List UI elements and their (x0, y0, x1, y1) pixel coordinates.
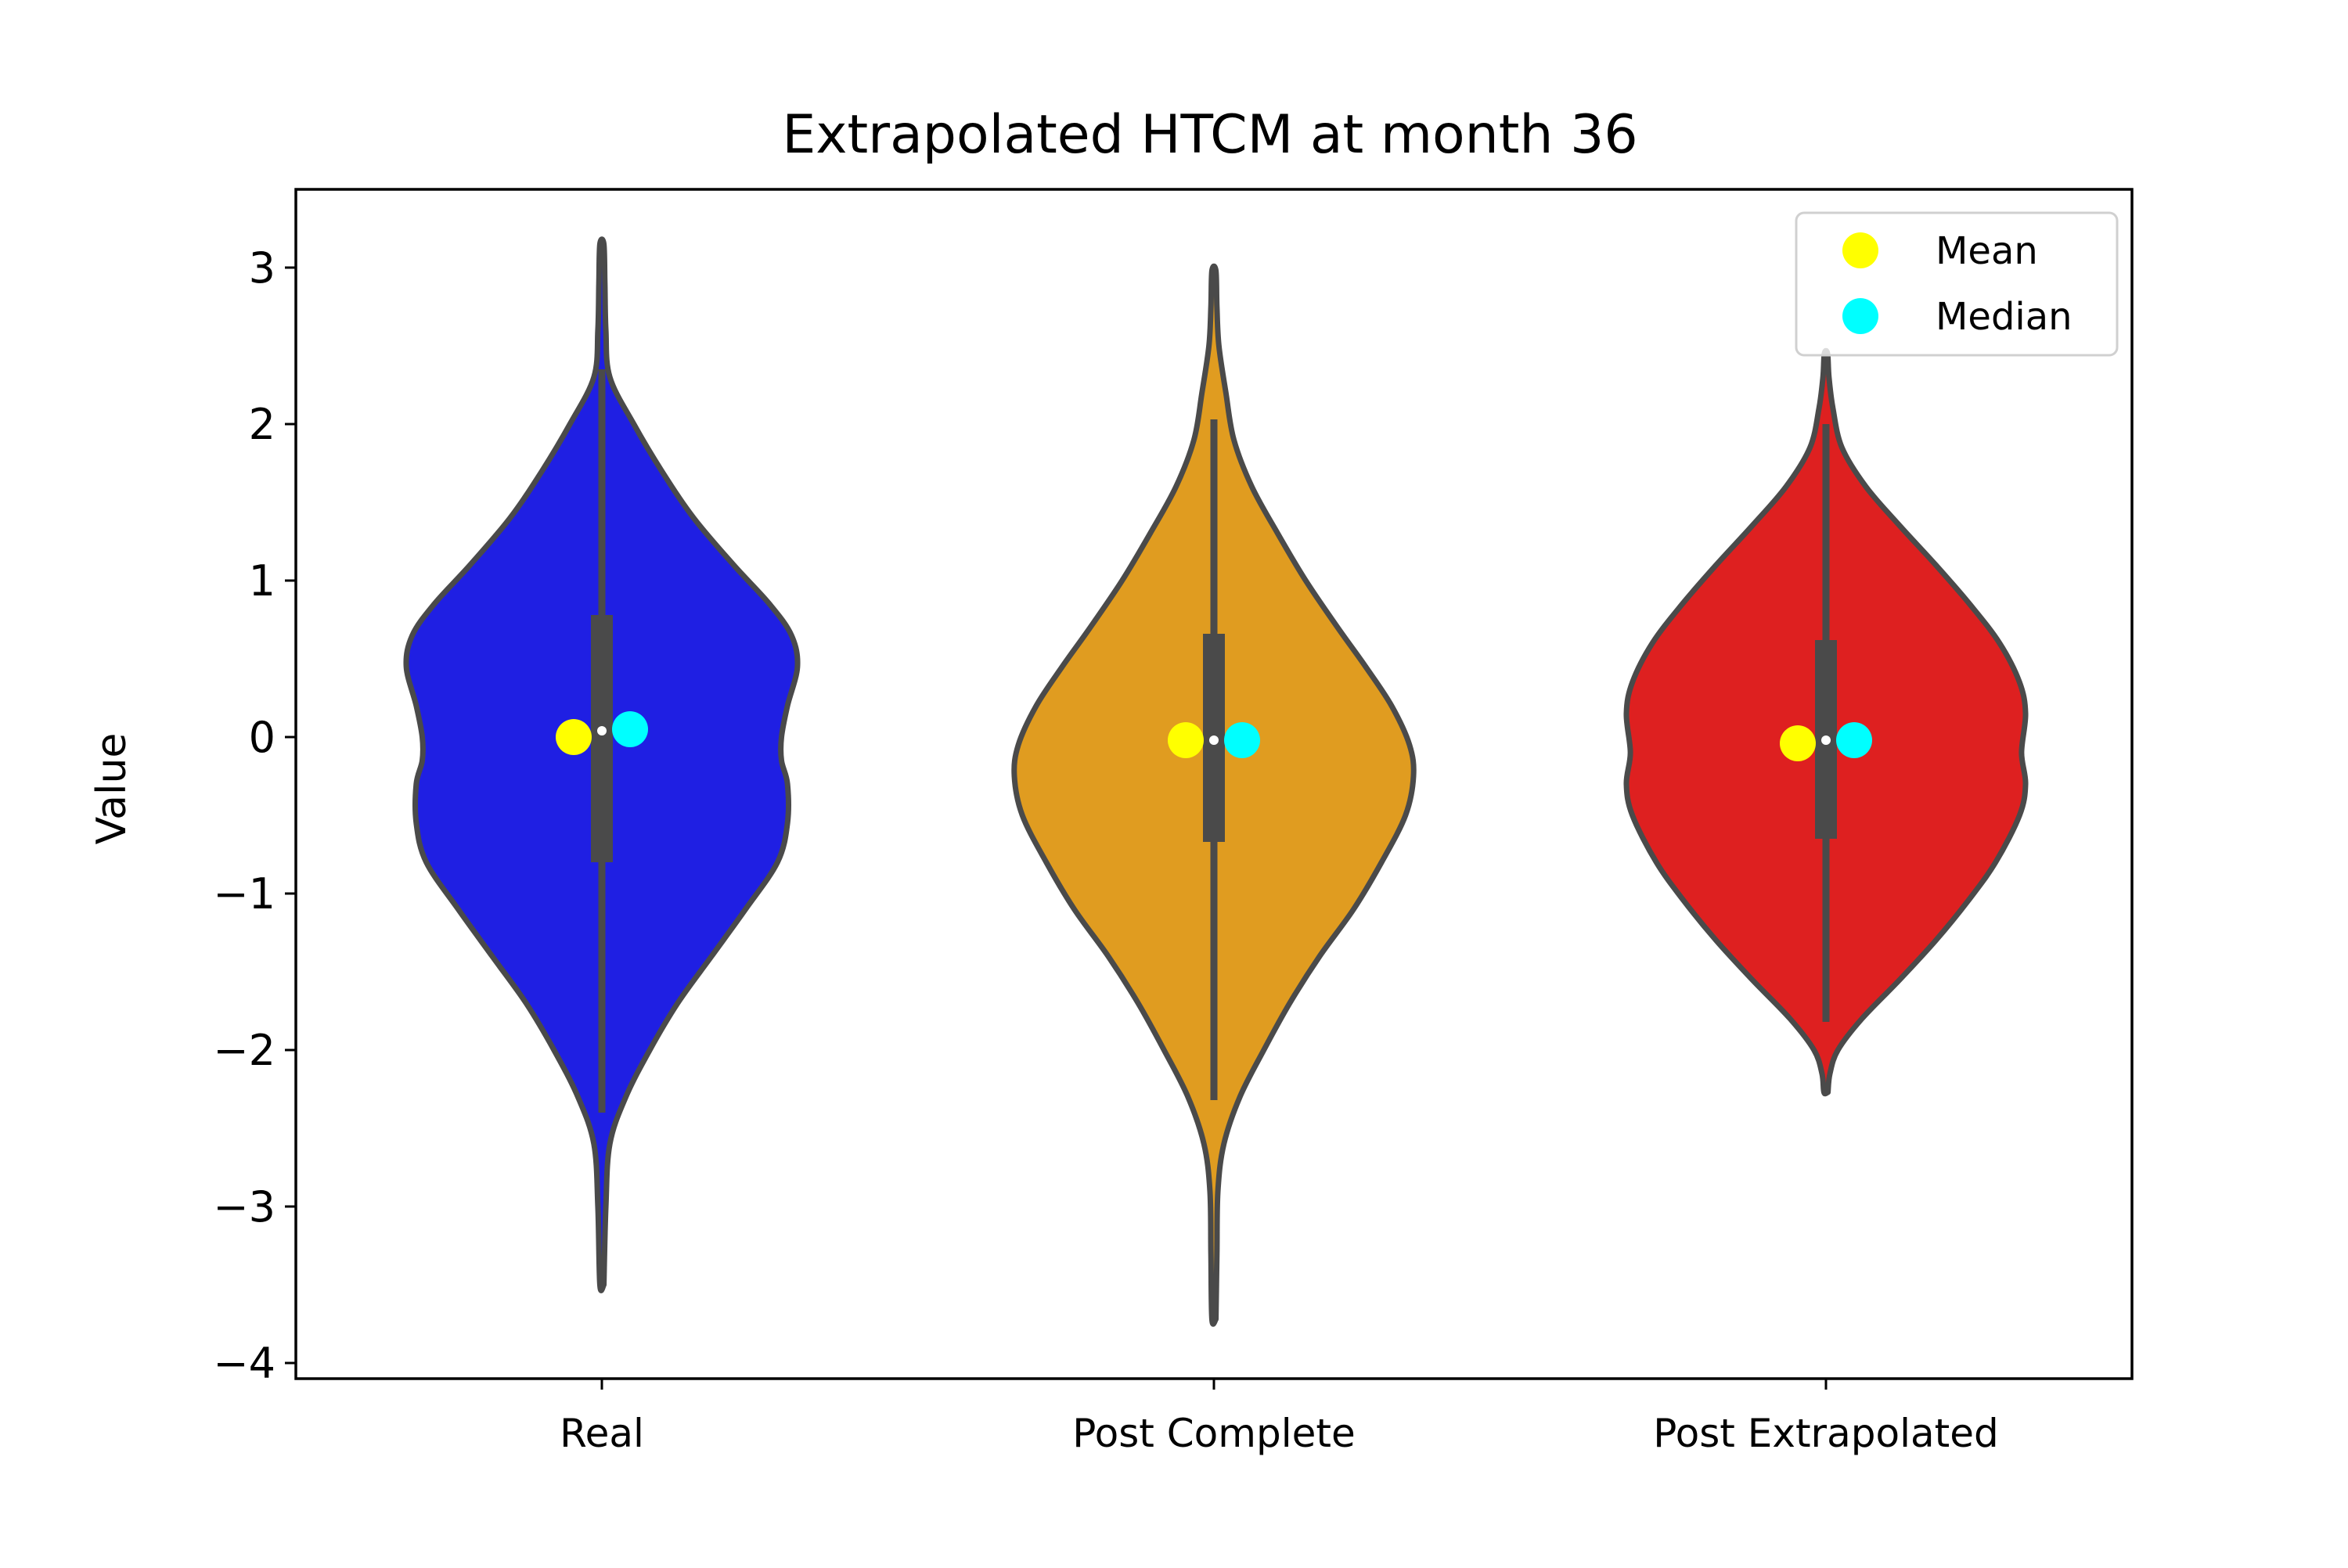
plot-area: 3 2 1 0 −1 −2 −3 −4 Real Post Complete Post Extrap… (213, 188, 2134, 1456)
mean-marker (1780, 725, 1816, 761)
y-tick-label: −3 (213, 1182, 275, 1232)
mean-marker (1168, 722, 1204, 758)
legend-marker (1842, 298, 1878, 334)
x-tick-label: Post Extrapolated (1653, 1411, 1998, 1456)
iqr-box (591, 615, 613, 862)
median-dot (1209, 735, 1219, 745)
x-tick-label: Post Complete (1072, 1411, 1355, 1456)
median-dot (1821, 735, 1831, 745)
median-marker (1836, 722, 1872, 758)
legend-marker (1842, 232, 1878, 268)
y-tick-label: 0 (249, 713, 275, 762)
y-tick-label: −1 (213, 869, 275, 919)
mean-marker (556, 719, 592, 755)
chart-title: Extrapolated HTCM at month 36 (782, 104, 1637, 166)
median-marker (1224, 722, 1260, 758)
violin-post-complete (1011, 263, 1417, 1327)
y-tick-label: 3 (249, 243, 275, 293)
x-tick-label: Real (560, 1411, 644, 1456)
y-tick-label: −4 (213, 1339, 275, 1388)
y-tick-label: 1 (249, 556, 275, 606)
y-tick-label: −2 (213, 1026, 275, 1075)
median-marker (612, 711, 648, 747)
violin-real (403, 236, 801, 1293)
y-tick-label: 2 (249, 400, 275, 449)
violin-post-extrapolated (1623, 347, 2029, 1097)
y-axis-label: Value (88, 733, 135, 845)
legend-label: Median (1936, 295, 2073, 339)
legend: Mean Median (1795, 211, 2119, 357)
median-dot (597, 726, 607, 735)
legend-label: Mean (1936, 229, 2038, 273)
